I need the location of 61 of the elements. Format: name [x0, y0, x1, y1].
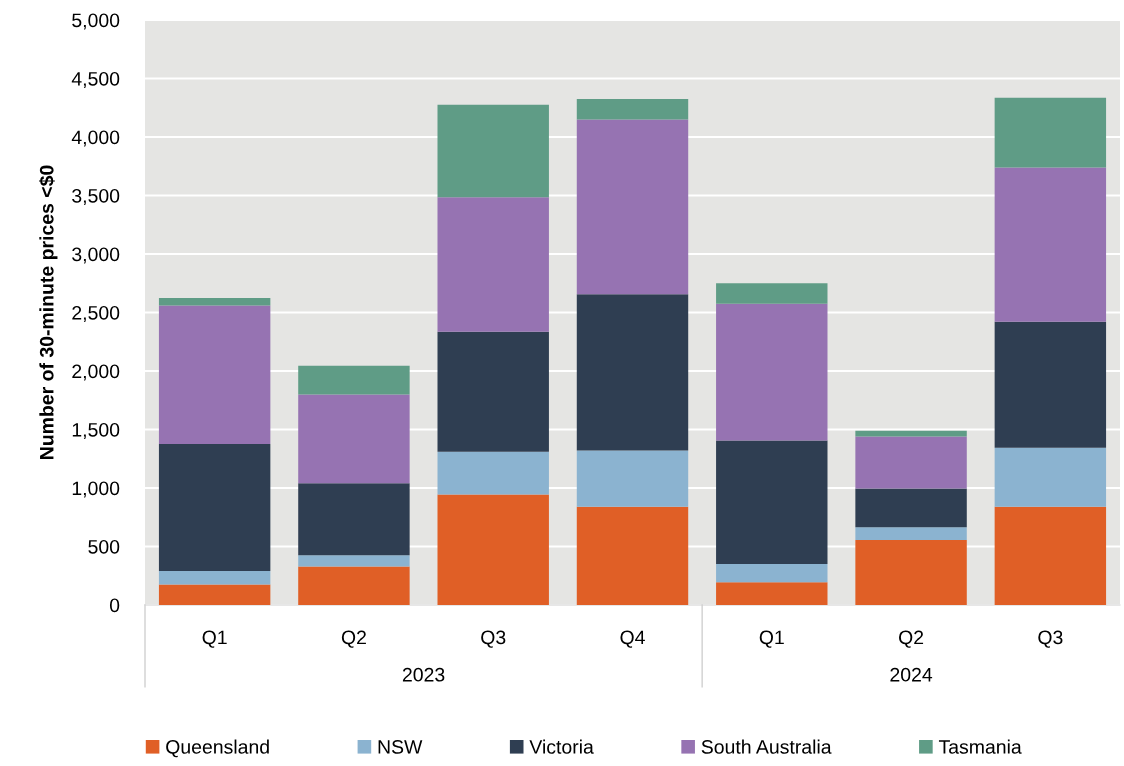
bar: [855, 488, 967, 528]
y-tick-label: 4,000: [71, 130, 120, 147]
bar: [437, 104, 549, 198]
x-tick-label: Q2: [341, 630, 366, 648]
bar: [576, 450, 689, 507]
bar: [158, 444, 271, 572]
y-tick-label: 3,500: [72, 188, 120, 206]
legend-label: NSW: [378, 740, 423, 754]
y-tick-label: 4,500: [71, 71, 120, 89]
bar: [716, 440, 828, 565]
y-tick-label: 2,500: [72, 305, 120, 323]
bar: [576, 98, 689, 120]
x-tick-label: Q3: [481, 630, 506, 648]
bar: [298, 365, 410, 395]
bar: [716, 283, 828, 304]
text: 2024: [890, 667, 933, 682]
x-tick-label: Q1: [202, 630, 227, 648]
bar: [437, 451, 549, 495]
x-tick-label: Q1: [759, 630, 784, 648]
x-tick-label: Q3: [1038, 630, 1063, 648]
bar: [716, 303, 828, 441]
text: 2023: [402, 667, 445, 682]
y-tick-label: 5,000: [72, 13, 120, 30]
legend-label: Victoria: [529, 739, 594, 754]
bar: [437, 494, 549, 605]
bar: [437, 331, 549, 452]
bar: [298, 555, 410, 567]
bar: [298, 566, 410, 605]
bar: [158, 297, 271, 306]
bar: [994, 447, 1107, 507]
y-tick-label: 2,000: [72, 364, 120, 381]
bar: [158, 571, 271, 585]
legend-label: Tasmania: [938, 739, 1022, 754]
bar: [855, 540, 967, 605]
bar: [994, 321, 1107, 448]
y-tick-label: 0: [109, 598, 120, 613]
bar: [994, 506, 1107, 605]
y-tick-label: 1,000: [72, 481, 120, 498]
legend-label: South Australia: [701, 739, 832, 754]
bar: [716, 564, 828, 583]
x-tick-label: Q2: [899, 630, 924, 648]
bar: [576, 506, 689, 605]
bar: [576, 119, 689, 295]
bar: [994, 167, 1107, 322]
bar: [158, 305, 271, 445]
y-axis-title: Number of 30-minute prices <$0: [38, 165, 58, 459]
y-tick-label: 500: [88, 539, 120, 554]
bar: [855, 430, 967, 437]
bar: [855, 527, 967, 541]
y-tick-label: 1,500: [72, 422, 120, 440]
bar: [298, 394, 410, 484]
bar: [716, 582, 828, 605]
x-tick-label: Q4: [620, 630, 645, 648]
y-tick-label: 3,000: [72, 247, 120, 264]
bar: [855, 436, 967, 489]
legend-label: Queensland: [166, 739, 269, 758]
bar: [437, 197, 549, 332]
bar: [576, 294, 689, 451]
bar: [298, 483, 410, 556]
bar: [158, 584, 271, 605]
bar: [994, 97, 1107, 168]
